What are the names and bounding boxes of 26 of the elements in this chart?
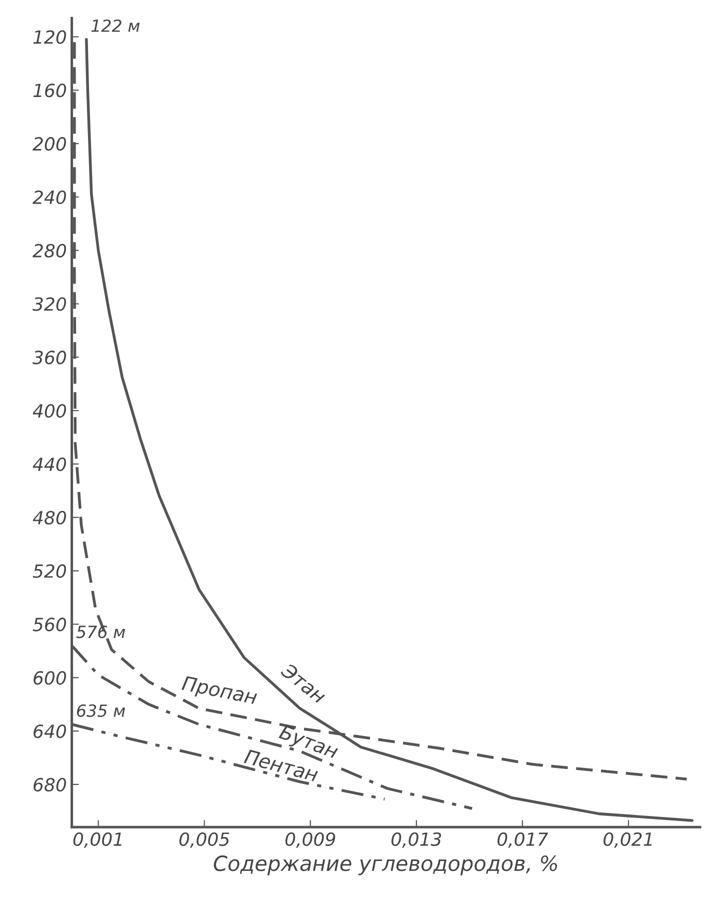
y-tick-label: 680: [34, 778, 66, 792]
text: Пропан: [180, 676, 258, 708]
y-tick-label: 520: [32, 564, 66, 578]
y-tick-label: 560: [32, 618, 66, 632]
y-tick-label: 480: [32, 510, 66, 525]
x-tick-label: 0,017: [498, 832, 548, 848]
y-tick-label: 160: [33, 84, 66, 98]
annotation: 122 м: [91, 19, 140, 32]
y-tick-label: 400: [32, 404, 66, 418]
x-tick-label: 0,001: [73, 832, 122, 848]
x-tick-label: 0,021: [604, 832, 652, 848]
annotation: 635 м: [77, 704, 126, 717]
annotation: 576 м: [76, 626, 126, 638]
x-tick-label: 0,005: [179, 832, 230, 848]
y-tick-label: 600: [34, 671, 66, 685]
y-tick-label: 120: [33, 30, 66, 44]
x-axis-title: Содержание углеводородов, %: [214, 855, 557, 876]
y-tick-label: 240: [32, 190, 66, 204]
y-tick-label: 360: [32, 350, 66, 364]
y-tick-label: 200: [32, 137, 66, 151]
y-tick-label: 320: [32, 297, 66, 311]
x-tick-label: 0,009: [285, 832, 336, 848]
y-tick-label: 640: [34, 724, 66, 738]
y-tick-label: 280: [32, 244, 66, 258]
x-tick-label: 0,013: [391, 832, 442, 848]
y-tick-label: 440: [32, 457, 66, 472]
